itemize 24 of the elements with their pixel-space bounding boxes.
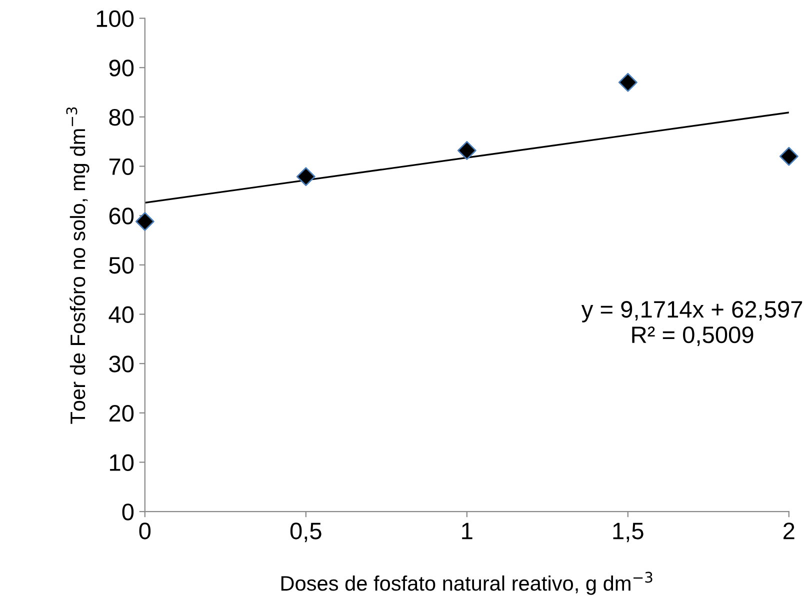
y-tick-label: 80 [109, 108, 134, 126]
y-tick-label: 70 [109, 158, 134, 176]
y-tick-label: 100 [96, 10, 134, 28]
y-tick-label: 60 [109, 208, 134, 224]
point [618, 72, 638, 92]
y-tick-label: 90 [109, 60, 134, 76]
point [779, 146, 798, 166]
x-tick-label: 0 [139, 522, 151, 540]
y-tick-label: 30 [109, 356, 134, 372]
x-tick-label: 0,5 [290, 522, 322, 542]
point [296, 167, 316, 186]
y-tick-label: 10 [110, 454, 134, 472]
x-tick-label: 1 [462, 522, 472, 540]
y-tick-label: 50 [109, 256, 134, 274]
x-tick-label: 2 [784, 522, 794, 540]
y-tick-label: 20 [109, 404, 134, 422]
x-axis-title: Doses de fosfato natural reativo, g dm$^{−3}$ [281, 572, 652, 595]
y-tick-label: 40 [108, 306, 134, 324]
point [457, 140, 476, 160]
point [135, 212, 154, 231]
x-tick-label: 1,5 [613, 522, 644, 542]
annotation: y = 9,1714x + 62,597 R² = 0,5009 [581, 301, 802, 346]
y-tick-label: 0 [122, 504, 134, 520]
y-axis-title: Toer de Fosfóro no solo, mg dm$^{−3}$ [66, 107, 90, 424]
